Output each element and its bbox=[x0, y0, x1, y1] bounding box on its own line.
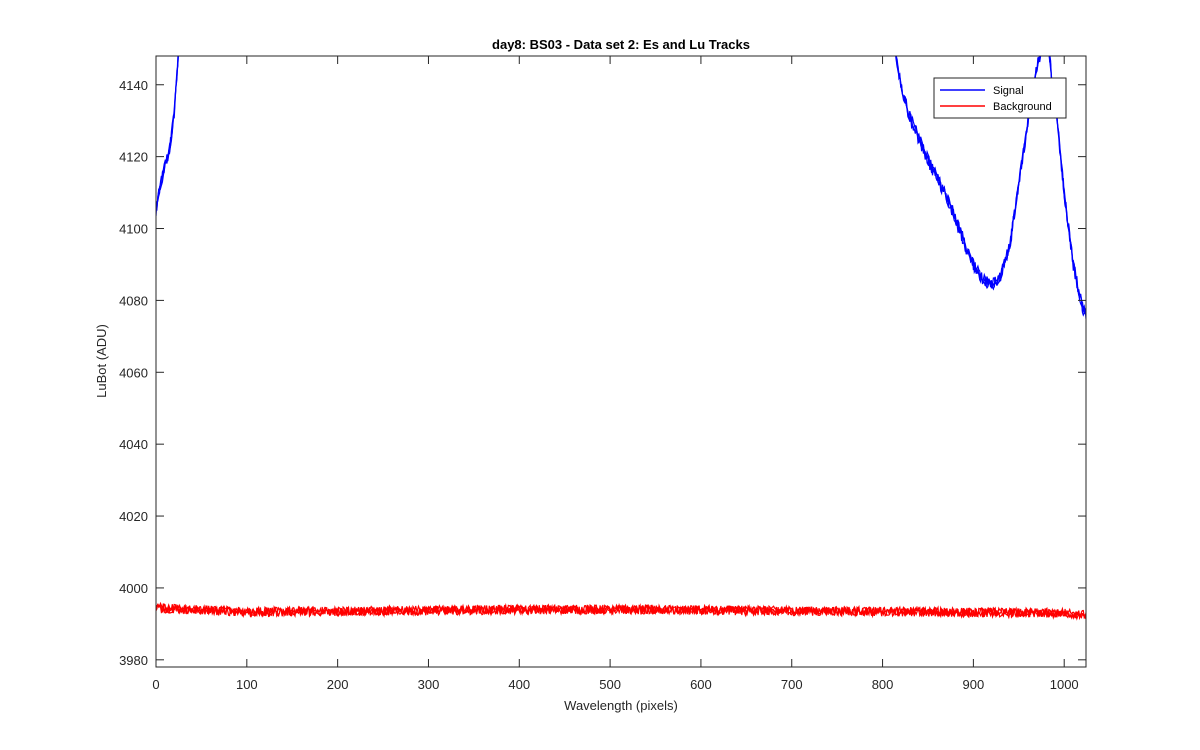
y-tick-label: 4040 bbox=[119, 437, 148, 452]
x-tick-label: 900 bbox=[963, 677, 985, 692]
x-tick-label: 1000 bbox=[1050, 677, 1079, 692]
x-tick-label: 600 bbox=[690, 677, 712, 692]
legend-label-background: Background bbox=[993, 101, 1052, 113]
y-tick-label: 4080 bbox=[119, 293, 148, 308]
x-axis: 0 100 200 300 400 500 600 700 800 900 1000 bbox=[152, 56, 1079, 692]
y-tick-label: 3980 bbox=[119, 653, 148, 668]
series-line-signal bbox=[156, 56, 179, 216]
x-tick-label: 200 bbox=[327, 677, 349, 692]
y-axis-label: LuBot (ADU) bbox=[94, 324, 109, 398]
y-tick-label: 4000 bbox=[119, 581, 148, 596]
x-tick-label: 100 bbox=[236, 677, 258, 692]
legend: Signal Background bbox=[933, 77, 1067, 119]
y-tick-label: 4060 bbox=[119, 365, 148, 380]
plot-area bbox=[156, 56, 1086, 667]
legend-box bbox=[933, 77, 1067, 119]
plot-frame bbox=[155, 55, 1087, 668]
x-tick-label: 400 bbox=[508, 677, 530, 692]
x-tick-label: 800 bbox=[872, 677, 894, 692]
legend-label-signal: Signal bbox=[993, 85, 1024, 97]
x-axis-label: Wavelength (pixels) bbox=[564, 698, 678, 713]
series-line-background bbox=[156, 602, 1086, 621]
y-tick-label: 4100 bbox=[119, 222, 148, 237]
x-tick-label: 700 bbox=[781, 677, 803, 692]
chart-title: day8: BS03 - Data set 2: Es and Lu Track… bbox=[492, 37, 750, 52]
y-tick-label: 4020 bbox=[119, 509, 148, 524]
x-tick-label: 0 bbox=[152, 677, 159, 692]
y-tick-label: 4120 bbox=[119, 150, 148, 165]
y-axis: 3980 4000 4020 4040 4060 4080 4100 4120 4140 bbox=[119, 78, 1086, 668]
y-tick-label: 4140 bbox=[119, 78, 148, 93]
x-tick-label: 500 bbox=[599, 677, 621, 692]
x-tick-label: 300 bbox=[418, 677, 440, 692]
